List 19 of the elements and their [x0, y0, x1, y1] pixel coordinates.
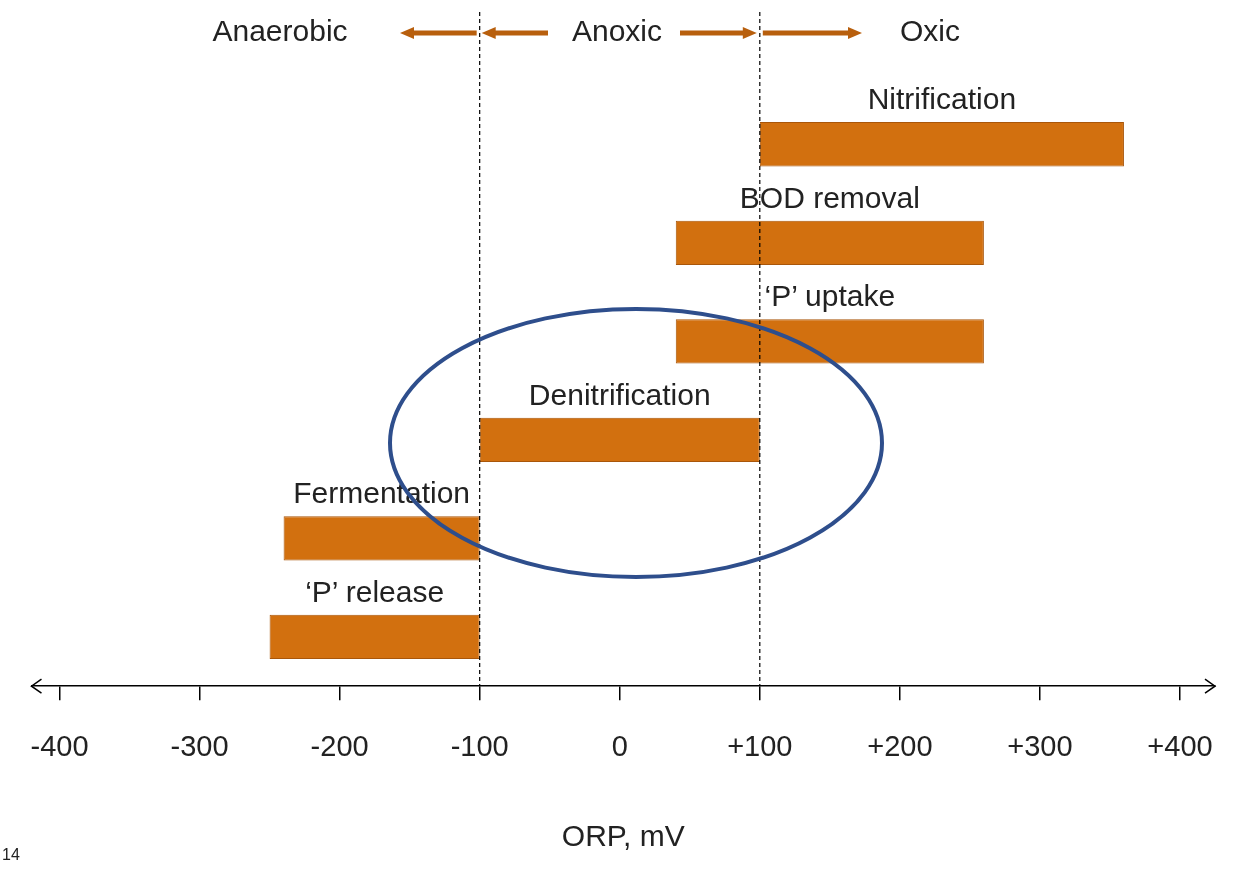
annotation: Anoxic [571, 14, 663, 48]
x-axis-title: ORP, mV [561, 819, 685, 853]
y-tick-label: ‘P’ uptake [764, 279, 896, 313]
y-tick-label: BOD removal [739, 180, 920, 214]
x-tick-label: +100 [727, 729, 793, 762]
y-tick-label: ‘P’ release [305, 575, 445, 609]
x-tick-label: -400 [30, 729, 89, 762]
annotation: Oxic [900, 14, 960, 48]
x-tick-label: +400 [1147, 729, 1213, 762]
x-tick-label: +200 [867, 729, 933, 762]
text: 14 [2, 846, 20, 864]
annotation: Anaerobic [212, 14, 348, 48]
y-tick-label: Nitrification [867, 82, 1017, 116]
x-tick-label: -200 [310, 729, 369, 762]
x-tick-label: -300 [170, 729, 229, 762]
y-tick-label: Denitrification [528, 377, 711, 411]
x-tick-label: +300 [1007, 729, 1073, 762]
x-tick-label: -100 [450, 729, 509, 762]
x-tick-label: 0 [611, 729, 628, 762]
